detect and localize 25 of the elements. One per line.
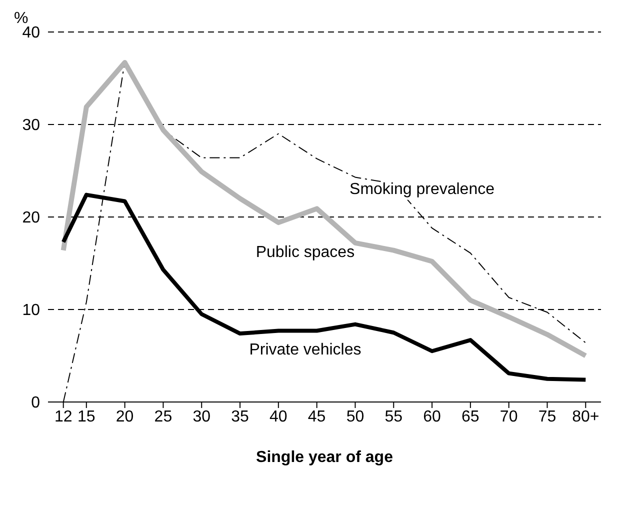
x-tick-label: 25 (154, 408, 172, 426)
series-label: Smoking prevalence (350, 181, 495, 198)
x-tick-label: 65 (462, 408, 480, 426)
y-tick-label: 20 (22, 210, 40, 227)
x-tick-label: 80+ (572, 408, 600, 426)
x-tick-label: 40 (270, 408, 288, 426)
x-axis-title: Single year of age (256, 449, 394, 466)
x-tick-label: 70 (500, 408, 518, 426)
x-tick-label: 35 (231, 408, 250, 426)
x-tick-label: 45 (308, 408, 326, 426)
y-tick-label: 10 (22, 302, 40, 320)
series-label: Private vehicles (249, 341, 362, 358)
x-tick-label: 12 (54, 408, 72, 426)
x-tick-label: 20 (116, 408, 134, 426)
y-tick-label: 30 (22, 117, 40, 134)
x-tick-label: 55 (384, 408, 403, 426)
x-tick-label: 60 (423, 408, 442, 426)
x-tick-label: 15 (78, 408, 96, 426)
x-tick-label: 75 (538, 408, 556, 426)
series-label: Public spaces (256, 244, 355, 261)
y-tick-label: 0 (31, 394, 40, 412)
x-tick-label: 30 (192, 408, 211, 426)
y-tick-label: 40 (22, 24, 40, 42)
x-tick-label: 50 (346, 408, 364, 426)
y-axis-title: % (14, 10, 28, 27)
